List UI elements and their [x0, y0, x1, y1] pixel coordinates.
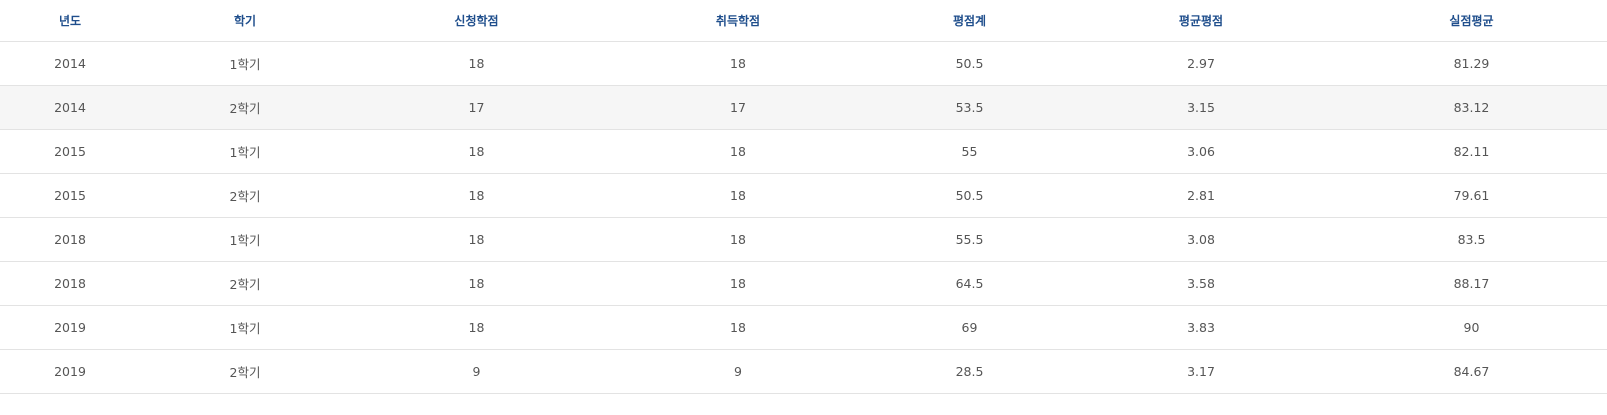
- cell-credits-applied: 18: [350, 217, 603, 262]
- cell-credits-applied: 9: [350, 349, 603, 394]
- cell-credits-earned: 18: [603, 129, 873, 174]
- table-row: 2018 2학기 18 18 64.5 3.58 88.17: [0, 261, 1607, 306]
- cell-credits-applied: 18: [350, 305, 603, 350]
- table-row: 2018 1학기 18 18 55.5 3.08 83.5: [0, 217, 1607, 262]
- cell-grade-point-average: 2.81: [1066, 173, 1336, 218]
- table-header: 년도 학기 신청학점 취득학점 평점계 평균평점 실점평균: [0, 0, 1607, 42]
- table-row: 2015 1학기 18 18 55 3.06 82.11: [0, 129, 1607, 174]
- cell-grade-point-average: 3.06: [1066, 129, 1336, 174]
- cell-grade-point-total: 50.5: [873, 173, 1066, 218]
- cell-credits-earned: 18: [603, 41, 873, 86]
- cell-year: 2018: [0, 217, 140, 262]
- cell-grade-point-average: 3.17: [1066, 349, 1336, 394]
- cell-semester: 2학기: [140, 349, 350, 394]
- cell-score-average: 90: [1336, 305, 1607, 350]
- column-header-semester: 학기: [140, 0, 350, 42]
- cell-score-average: 88.17: [1336, 261, 1607, 306]
- cell-semester: 2학기: [140, 85, 350, 130]
- cell-year: 2019: [0, 305, 140, 350]
- cell-score-average: 79.61: [1336, 173, 1607, 218]
- cell-score-average: 81.29: [1336, 41, 1607, 86]
- cell-semester: 1학기: [140, 305, 350, 350]
- cell-grade-point-total: 55.5: [873, 217, 1066, 262]
- table-row: 2014 1학기 18 18 50.5 2.97 81.29: [0, 41, 1607, 86]
- cell-semester: 1학기: [140, 129, 350, 174]
- cell-credits-earned: 9: [603, 349, 873, 394]
- cell-grade-point-total: 50.5: [873, 41, 1066, 86]
- cell-credits-earned: 18: [603, 173, 873, 218]
- cell-grade-point-average: 2.97: [1066, 41, 1336, 86]
- grade-table: 년도 학기 신청학점 취득학점 평점계 평균평점 실점평균 2014 1학기 1…: [0, 0, 1607, 394]
- cell-grade-point-average: 3.58: [1066, 261, 1336, 306]
- table-body: 2014 1학기 18 18 50.5 2.97 81.29 2014 2학기 …: [0, 41, 1607, 394]
- cell-grade-point-total: 53.5: [873, 85, 1066, 130]
- cell-credits-applied: 17: [350, 85, 603, 130]
- cell-semester: 2학기: [140, 261, 350, 306]
- cell-credits-applied: 18: [350, 41, 603, 86]
- column-header-credits-earned: 취득학점: [603, 0, 873, 42]
- column-header-grade-point-average: 평균평점: [1066, 0, 1336, 42]
- cell-semester: 2학기: [140, 173, 350, 218]
- cell-grade-point-average: 3.08: [1066, 217, 1336, 262]
- cell-grade-point-total: 69: [873, 305, 1066, 350]
- cell-grade-point-total: 55: [873, 129, 1066, 174]
- cell-credits-applied: 18: [350, 129, 603, 174]
- column-header-grade-point-total: 평점계: [873, 0, 1066, 42]
- cell-semester: 1학기: [140, 217, 350, 262]
- cell-grade-point-average: 3.83: [1066, 305, 1336, 350]
- table-row: 2019 2학기 9 9 28.5 3.17 84.67: [0, 349, 1607, 394]
- cell-year: 2019: [0, 349, 140, 394]
- cell-grade-point-total: 64.5: [873, 261, 1066, 306]
- cell-credits-earned: 17: [603, 85, 873, 130]
- cell-score-average: 84.67: [1336, 349, 1607, 394]
- cell-year: 2015: [0, 173, 140, 218]
- cell-score-average: 82.11: [1336, 129, 1607, 174]
- header-row: 년도 학기 신청학점 취득학점 평점계 평균평점 실점평균: [0, 0, 1607, 42]
- cell-credits-applied: 18: [350, 261, 603, 306]
- cell-credits-earned: 18: [603, 261, 873, 306]
- cell-grade-point-total: 28.5: [873, 349, 1066, 394]
- cell-score-average: 83.12: [1336, 85, 1607, 130]
- cell-year: 2015: [0, 129, 140, 174]
- table-row: 2015 2학기 18 18 50.5 2.81 79.61: [0, 173, 1607, 218]
- column-header-year: 년도: [0, 0, 140, 42]
- cell-year: 2014: [0, 85, 140, 130]
- cell-score-average: 83.5: [1336, 217, 1607, 262]
- cell-grade-point-average: 3.15: [1066, 85, 1336, 130]
- table-row: 2019 1학기 18 18 69 3.83 90: [0, 305, 1607, 350]
- column-header-score-average: 실점평균: [1336, 0, 1607, 42]
- cell-credits-applied: 18: [350, 173, 603, 218]
- cell-year: 2014: [0, 41, 140, 86]
- cell-credits-earned: 18: [603, 305, 873, 350]
- cell-credits-earned: 18: [603, 217, 873, 262]
- table-row: 2014 2학기 17 17 53.5 3.15 83.12: [0, 85, 1607, 130]
- cell-year: 2018: [0, 261, 140, 306]
- column-header-credits-applied: 신청학점: [350, 0, 603, 42]
- cell-semester: 1학기: [140, 41, 350, 86]
